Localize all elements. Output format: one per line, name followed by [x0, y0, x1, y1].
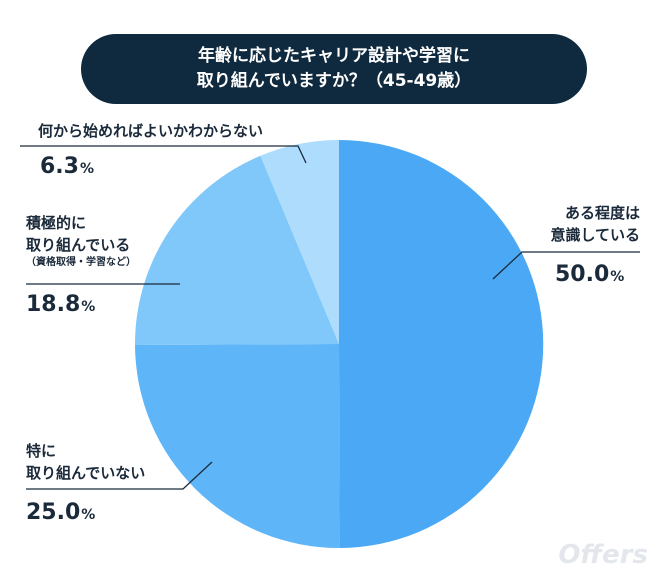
leader-line-not-doing: [26, 461, 213, 490]
slice-label-not-doing-line-1: 特に: [26, 442, 57, 460]
slice-label-active: 積極的に 取り組んでいる （資格取得・学習など）: [26, 212, 196, 270]
slice-value-unsure-number: 6.3: [40, 154, 79, 179]
chart-title: 年齢に応じたキャリア設計や学習に 取り組んでいますか？（45-49歳）: [81, 34, 587, 104]
slice-label-aware-line-2: 意識している: [550, 226, 640, 244]
slice-value-unsure: 6.3%: [40, 154, 94, 179]
pie-slice-not-doing: [135, 344, 340, 549]
slice-value-aware: 50.0%: [555, 262, 624, 287]
slice-value-not-doing-unit: %: [81, 507, 96, 523]
slice-label-not-doing-line-2: 取り組んでいない: [26, 464, 146, 482]
slice-value-unsure-unit: %: [79, 161, 95, 177]
slice-label-active-note: （資格取得・学習など）: [26, 257, 136, 268]
slice-label-unsure: 何から始めればよいかわからない: [38, 120, 318, 142]
slice-label-active-line-2: 取り組んでいる: [26, 236, 131, 254]
slice-label-unsure-line-1: 何から始めればよいかわからない: [38, 122, 264, 140]
slice-value-not-doing-number: 25.0: [26, 500, 81, 525]
leader-line-aware: [492, 251, 640, 280]
pie-slice-active: [134, 155, 339, 345]
slice-value-aware-unit: %: [610, 269, 625, 285]
slice-value-aware-number: 50.0: [555, 262, 610, 287]
slice-label-aware-line-1: ある程度は: [564, 204, 640, 222]
pie-slice-unsure: [260, 140, 339, 344]
leader-line-unsure: [20, 145, 307, 164]
slice-value-active-unit: %: [81, 299, 96, 315]
slice-label-active-line-1: 積極的に: [26, 214, 87, 232]
slice-value-not-doing: 25.0%: [26, 500, 95, 525]
pie-slice-aware: [339, 139, 544, 548]
brand-watermark: Offers: [558, 540, 648, 570]
slice-value-active-number: 18.8: [26, 292, 81, 317]
slice-value-active: 18.8%: [26, 292, 95, 317]
slice-label-not-doing: 特に 取り組んでいない: [26, 440, 196, 484]
chart-title-line-1: 年齢に応じたキャリア設計や学習に: [198, 46, 470, 66]
slice-label-aware: ある程度は 意識している: [520, 202, 640, 246]
chart-title-line-2: 取り組んでいますか？（45-49歳）: [196, 71, 472, 91]
